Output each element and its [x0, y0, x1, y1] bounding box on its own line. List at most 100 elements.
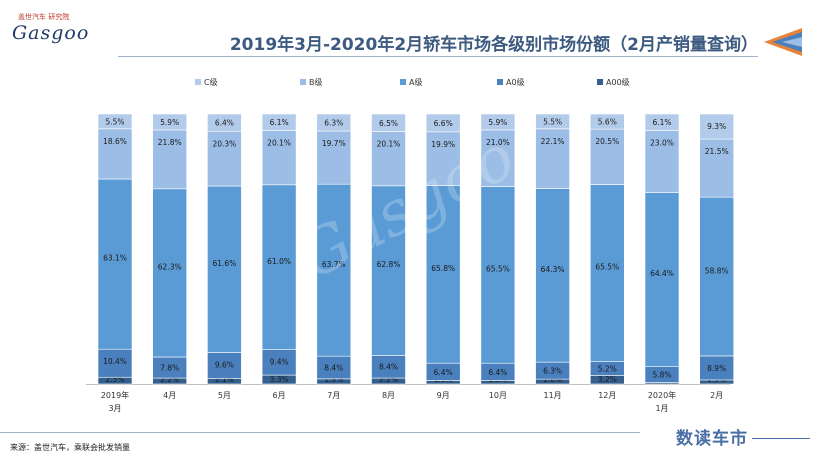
bar-segment — [644, 113, 680, 131]
data-label: 5.9% — [160, 118, 179, 127]
bar-segment — [207, 113, 242, 132]
bar-segment — [97, 128, 133, 180]
bar-segment — [589, 113, 625, 130]
data-label: 5.5% — [105, 117, 124, 126]
legend-swatch — [400, 79, 406, 85]
data-label: 5.5% — [543, 117, 562, 126]
data-label: 21.5% — [705, 147, 729, 156]
x-tick-label: 9月 — [437, 391, 450, 400]
data-label: 21.8% — [158, 138, 182, 147]
data-label: 61.6% — [212, 259, 236, 268]
data-label: 9.6% — [215, 360, 234, 369]
data-label: 65.5% — [486, 264, 510, 273]
data-label: 58.8% — [705, 266, 729, 275]
data-label: 3.2% — [598, 375, 617, 384]
data-label: 18.6% — [103, 137, 127, 146]
bar-segment — [97, 178, 133, 350]
bar-segment — [97, 348, 133, 378]
brand-label: 数读车市 — [676, 429, 748, 449]
data-label: 20.5% — [595, 137, 619, 146]
data-label: 61.0% — [267, 257, 291, 266]
data-label: 6.1% — [270, 118, 289, 127]
data-label: 6.4% — [434, 368, 453, 377]
bar-segment — [699, 355, 735, 381]
legend-label: A级 — [409, 78, 423, 87]
x-tick-label: 7月 — [327, 391, 340, 400]
page-title: 2019年3月-2020年2月轿车市场各级别市场份额（2月产销量查询） — [229, 35, 758, 55]
data-label: 62.3% — [158, 263, 182, 272]
bar-segment — [589, 128, 625, 185]
legend-label: B级 — [309, 78, 323, 87]
data-label: 65.5% — [595, 262, 619, 271]
bar-segment — [535, 188, 570, 363]
legend-item: A00级 — [597, 78, 630, 88]
legend-swatch — [300, 79, 306, 85]
bar-segment — [425, 185, 461, 364]
x-tick-label: 10月 — [489, 391, 507, 400]
legend-item: B级 — [300, 78, 323, 88]
bar-segment — [316, 130, 352, 185]
data-label: 19.7% — [322, 139, 346, 148]
bar-segment — [261, 130, 297, 186]
logo-tagline: 盖世汽车 研究院 — [18, 13, 70, 21]
bar-segment — [316, 113, 352, 132]
legend-item: C级 — [195, 78, 218, 88]
x-tick-label: 2019年 — [101, 390, 129, 400]
x-tick-label: 12月 — [598, 391, 616, 400]
data-label: 20.3% — [212, 139, 236, 148]
data-label: 6.6% — [434, 119, 453, 128]
x-tick-label: 1月 — [655, 404, 668, 413]
data-label: 6.3% — [324, 119, 343, 128]
logo-wordmark: Gasgoo — [12, 22, 90, 44]
data-label: 6.4% — [215, 119, 234, 128]
data-label: 22.1% — [541, 137, 565, 146]
bar-segment — [644, 130, 680, 193]
x-tick-label: 2月 — [710, 391, 723, 400]
bar-segment — [261, 113, 297, 131]
bar-segment — [207, 130, 242, 187]
bar-segment — [261, 184, 297, 350]
data-label: 63.7% — [322, 260, 346, 269]
data-label: 2.5% — [105, 375, 124, 384]
brand-underline — [752, 438, 810, 439]
bar-segment — [699, 196, 735, 357]
x-tick-label: 5月 — [218, 391, 231, 400]
bar-segment — [207, 185, 242, 353]
bar-segment — [371, 131, 406, 187]
bar-segment — [316, 183, 352, 357]
bar-segment — [644, 192, 680, 368]
source-note: 来源：盖世汽车，乘联会批发销量 — [10, 443, 130, 452]
x-tick-label: 8月 — [382, 391, 395, 400]
bar-segment — [699, 138, 735, 198]
bar-segment — [261, 349, 297, 376]
bar-segment — [480, 129, 516, 187]
legend-label: C级 — [204, 78, 218, 87]
data-label: 9.3% — [707, 122, 726, 131]
data-label: 8.4% — [379, 363, 398, 372]
x-tick-label: 6月 — [273, 391, 286, 400]
data-label: 5.8% — [652, 371, 671, 380]
data-label: 5.6% — [598, 118, 617, 127]
data-label: 2.1% — [215, 375, 234, 384]
gasgoo-logo: 盖世汽车 研究院 Gasgoo — [10, 12, 100, 46]
bar-segment — [207, 352, 242, 379]
data-label: 9.4% — [270, 358, 289, 367]
legend-swatch — [195, 79, 201, 85]
data-label: 20.1% — [267, 138, 291, 147]
bar-segment — [371, 113, 406, 132]
data-label: 2.2% — [379, 375, 398, 384]
data-label: 10.4% — [103, 357, 127, 366]
data-label: 8.4% — [324, 364, 343, 373]
data-label: 2.2% — [160, 375, 179, 384]
bar-segment — [152, 129, 187, 190]
data-label: 8.9% — [707, 364, 726, 373]
data-label: 62.8% — [377, 260, 401, 269]
title-divider — [118, 56, 758, 57]
data-label: 6.4% — [488, 368, 507, 377]
data-label: 1.9% — [324, 375, 343, 384]
data-label: 65.8% — [431, 264, 455, 273]
bar-segment — [425, 113, 461, 133]
legend-label: A00级 — [606, 78, 630, 87]
data-label: 3.3% — [270, 375, 289, 384]
arrow-logo-icon — [764, 28, 802, 56]
